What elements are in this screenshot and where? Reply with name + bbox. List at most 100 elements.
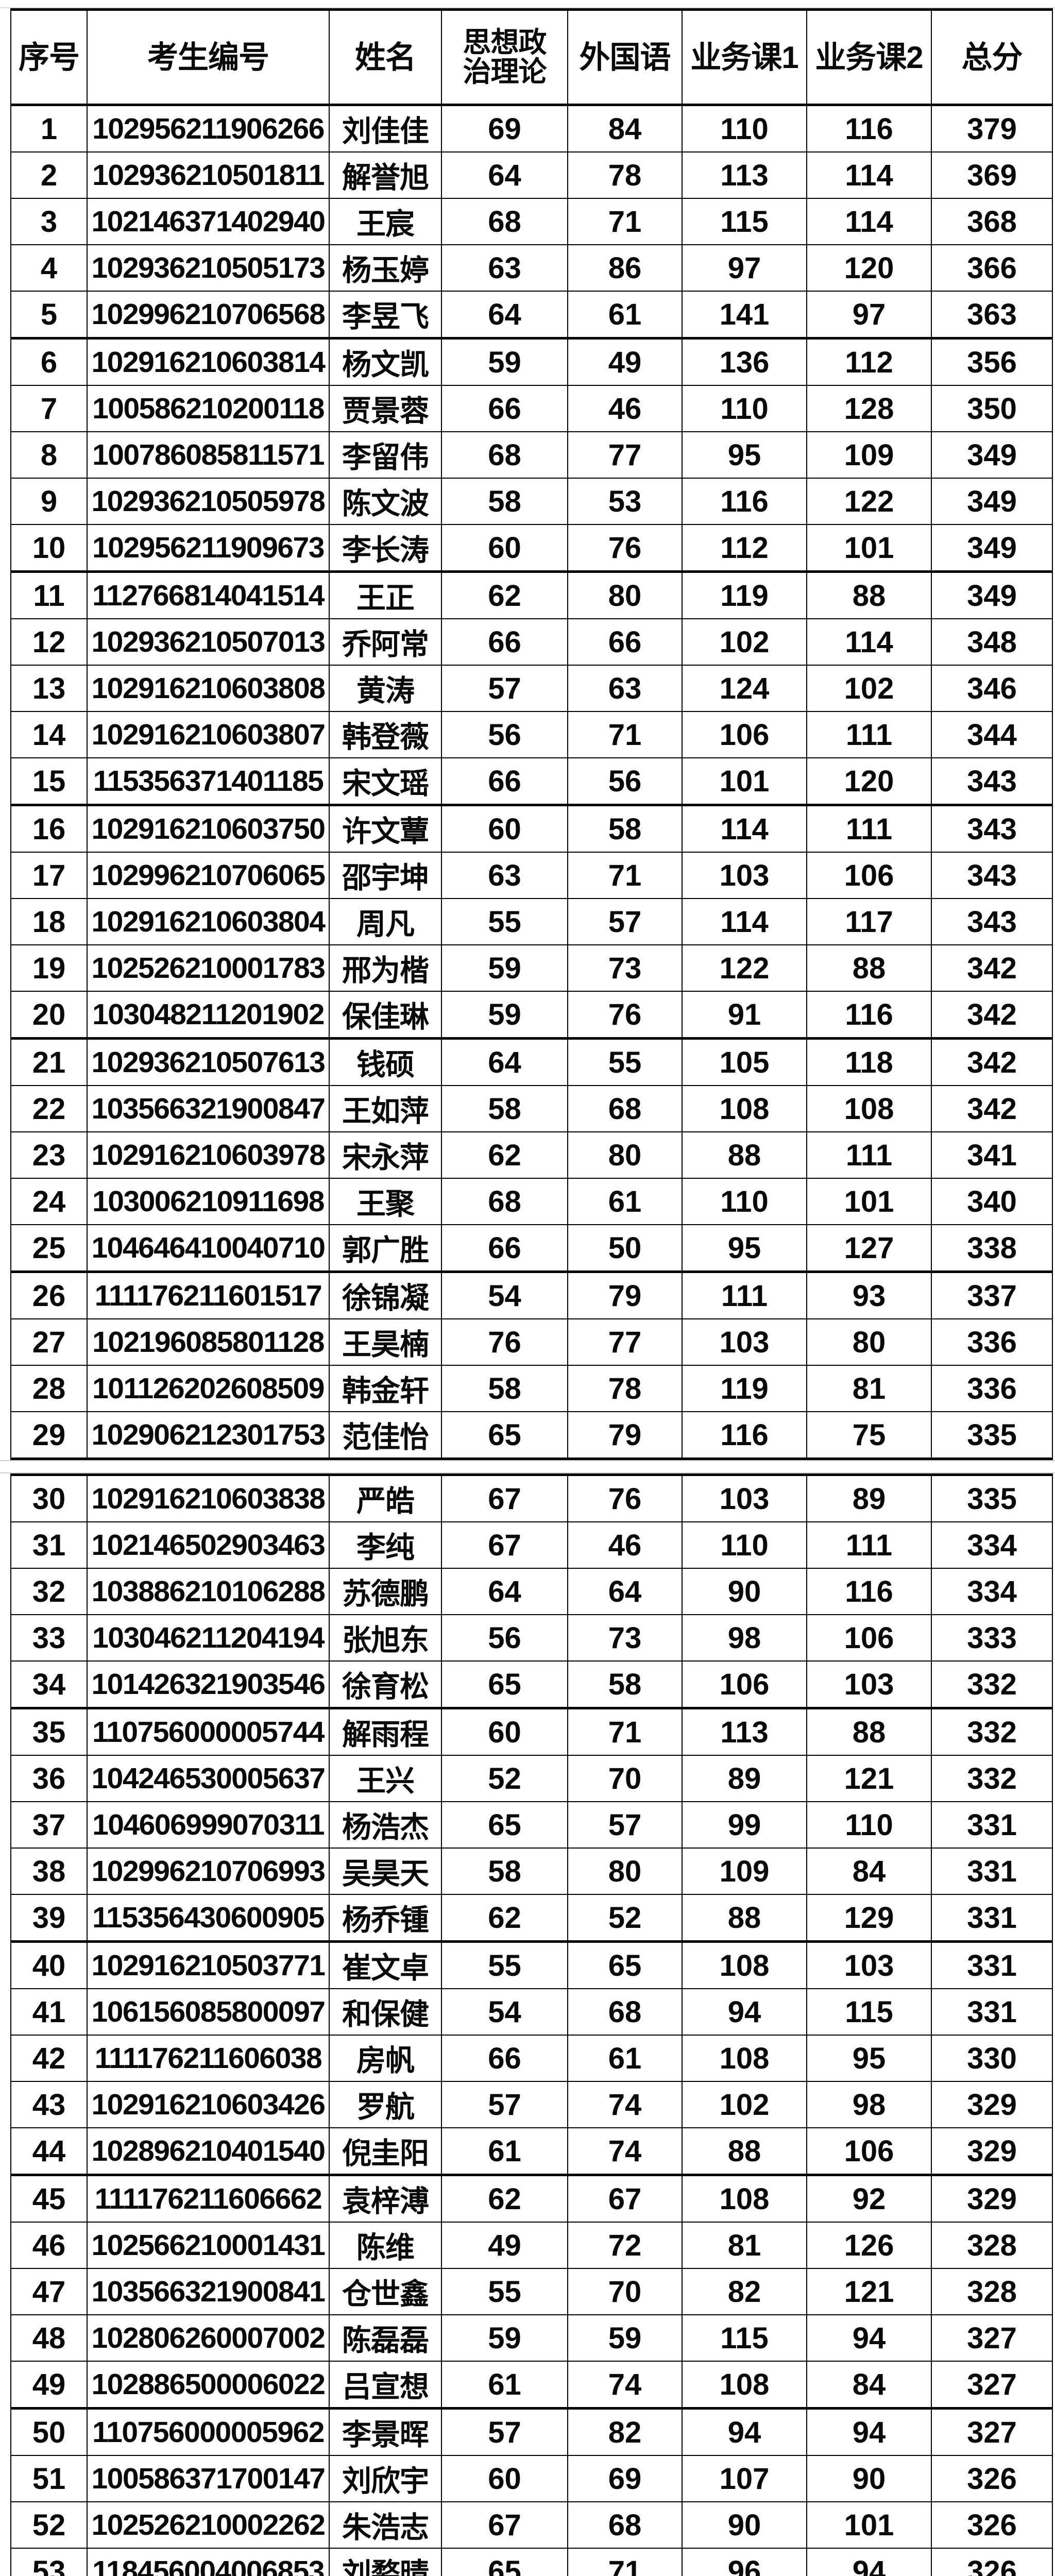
- cell-name: 范佳怡: [329, 1411, 442, 1460]
- column-header-total: 总分: [931, 9, 1053, 106]
- cell-exam_id: 111176211606662: [87, 2174, 330, 2223]
- cell-major2: 84: [806, 2361, 932, 2410]
- table-row: 28 101126202608509 韩金轩 58 78 119 81 336: [10, 1365, 1053, 1412]
- cell-exam_id: 102896210401540: [87, 2127, 330, 2176]
- cell-idx: 19: [10, 944, 88, 992]
- table-row: 27 102196085801128 王昊楠 76 77 103 80 336: [10, 1318, 1053, 1366]
- cell-foreign: 53: [567, 478, 683, 525]
- cell-name: 贾景蓉: [329, 385, 442, 432]
- cell-total: 331: [931, 1801, 1053, 1849]
- cell-politics: 59: [441, 2314, 568, 2362]
- cell-total: 342: [931, 944, 1053, 992]
- table-row: 4 102936210505173 杨玉婷 63 86 97 120 366: [10, 244, 1053, 292]
- table-row: 45 111176211606662 袁梓溥 62 67 108 92 329: [10, 2174, 1053, 2223]
- table-row: 19 102526210001783 邢为楷 59 73 122 88 342: [10, 944, 1053, 992]
- cell-exam_id: 110756000005744: [87, 1707, 330, 1756]
- cell-name: 王昊楠: [329, 1318, 442, 1366]
- cell-idx: 42: [10, 2035, 88, 2082]
- cell-major1: 97: [682, 244, 807, 292]
- cell-name: 罗航: [329, 2081, 442, 2128]
- cell-total: 363: [931, 291, 1053, 340]
- cell-major1: 90: [682, 1568, 807, 1615]
- cell-name: 仓世鑫: [329, 2268, 442, 2315]
- cell-major1: 81: [682, 2222, 807, 2269]
- cell-foreign: 58: [567, 804, 683, 853]
- cell-name: 黄涛: [329, 665, 442, 712]
- cell-exam_id: 102916210603814: [87, 337, 330, 386]
- table-row: 53 118456004006853 刘婺晴 65 71 96 94 326: [10, 2548, 1053, 2576]
- cell-total: 331: [931, 1848, 1053, 1895]
- cell-exam_id: 102916210603750: [87, 804, 330, 853]
- table-row: 31 102146502903463 李纯 67 46 110 111 334: [10, 1521, 1053, 1569]
- cell-name: 刘婺晴: [329, 2548, 442, 2576]
- cell-total: 327: [931, 2408, 1053, 2456]
- cell-major1: 119: [682, 571, 807, 619]
- cell-major1: 113: [682, 151, 807, 199]
- cell-foreign: 74: [567, 2081, 683, 2128]
- cell-idx: 38: [10, 1848, 88, 1895]
- table-row: 18 102916210603804 周凡 55 57 114 117 343: [10, 898, 1053, 945]
- cell-politics: 62: [441, 571, 568, 619]
- cell-idx: 45: [10, 2174, 88, 2223]
- table-row: 22 103566321900847 王如萍 58 68 108 108 342: [10, 1085, 1053, 1132]
- cell-major1: 108: [682, 2361, 807, 2410]
- cell-name: 王正: [329, 571, 442, 619]
- cell-idx: 2: [10, 151, 88, 199]
- cell-foreign: 86: [567, 244, 683, 292]
- cell-foreign: 61: [567, 2035, 683, 2082]
- cell-major2: 117: [806, 898, 932, 945]
- cell-total: 379: [931, 104, 1053, 152]
- cell-idx: 14: [10, 711, 88, 758]
- cell-politics: 64: [441, 1038, 568, 1086]
- cell-total: 336: [931, 1318, 1053, 1366]
- cell-major2: 84: [806, 1848, 932, 1895]
- cell-politics: 66: [441, 757, 568, 806]
- cell-foreign: 65: [567, 1941, 683, 1989]
- cell-exam_id: 100586371700147: [87, 2455, 330, 2502]
- cell-idx: 47: [10, 2268, 88, 2315]
- table-row: 42 111176211606038 房帆 66 61 108 95 330: [10, 2035, 1053, 2082]
- table-row: 51 100586371700147 刘欣宇 60 69 107 90 326: [10, 2455, 1053, 2502]
- cell-major1: 108: [682, 2174, 807, 2223]
- cell-name: 李长涛: [329, 524, 442, 573]
- cell-politics: 62: [441, 1894, 568, 1943]
- cell-foreign: 74: [567, 2361, 683, 2410]
- cell-name: 邢为楷: [329, 944, 442, 992]
- cell-foreign: 69: [567, 2455, 683, 2502]
- cell-idx: 9: [10, 478, 88, 525]
- cell-total: 332: [931, 1660, 1053, 1709]
- cell-major1: 110: [682, 1178, 807, 1225]
- cell-major2: 127: [806, 1224, 932, 1273]
- cell-total: 335: [931, 1411, 1053, 1460]
- cell-total: 342: [931, 1085, 1053, 1132]
- cell-foreign: 58: [567, 1660, 683, 1709]
- table-row: 1 102956211906266 刘佳佳 69 84 110 116 379: [10, 104, 1053, 152]
- cell-idx: 1: [10, 104, 88, 152]
- column-header-politics: 思想政 治理论: [441, 9, 568, 106]
- cell-major1: 111: [682, 1271, 807, 1319]
- cell-major2: 106: [806, 852, 932, 899]
- cell-exam_id: 110756000005962: [87, 2408, 330, 2456]
- cell-foreign: 80: [567, 571, 683, 619]
- cell-total: 368: [931, 198, 1053, 245]
- cell-exam_id: 103006210911698: [87, 1178, 330, 1225]
- cell-name: 刘佳佳: [329, 104, 442, 152]
- cell-politics: 69: [441, 104, 568, 152]
- cell-foreign: 80: [567, 1131, 683, 1179]
- cell-idx: 18: [10, 898, 88, 945]
- table-row: 40 102916210503771 崔文卓 55 65 108 103 331: [10, 1941, 1053, 1989]
- cell-foreign: 79: [567, 1411, 683, 1460]
- cell-total: 329: [931, 2174, 1053, 2223]
- cell-idx: 52: [10, 2501, 88, 2549]
- cell-name: 徐育松: [329, 1660, 442, 1709]
- cell-foreign: 67: [567, 2174, 683, 2223]
- cell-exam_id: 100786085811571: [87, 431, 330, 479]
- cell-exam_id: 102146371402940: [87, 198, 330, 245]
- cell-exam_id: 104246530005637: [87, 1755, 330, 1802]
- cell-foreign: 68: [567, 2501, 683, 2549]
- cell-name: 徐锦凝: [329, 1271, 442, 1319]
- cell-major1: 99: [682, 1801, 807, 1849]
- cell-foreign: 82: [567, 2408, 683, 2456]
- cell-total: 331: [931, 1941, 1053, 1989]
- cell-idx: 48: [10, 2314, 88, 2362]
